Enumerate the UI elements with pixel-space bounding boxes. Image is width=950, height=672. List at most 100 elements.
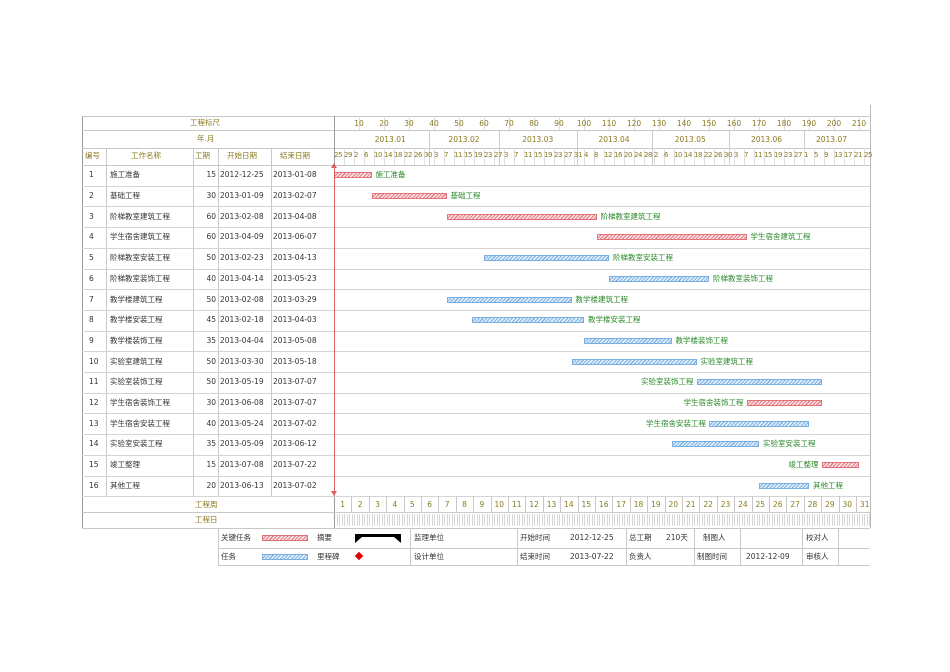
summary-right-cap-icon — [394, 537, 401, 543]
week-number: 13 — [546, 500, 557, 509]
legend-task-bar — [262, 554, 308, 560]
task-bar[interactable] — [371, 193, 447, 200]
grid-vline — [525, 496, 527, 512]
task-start: 2013-07-08 — [220, 460, 264, 470]
task-bar[interactable] — [334, 172, 372, 179]
day-tick — [399, 514, 400, 526]
day-tick — [729, 514, 730, 526]
week-number: 28 — [807, 500, 818, 509]
grid-vline — [804, 130, 805, 165]
day-tick — [744, 514, 745, 526]
day-tick — [689, 514, 690, 526]
scale-number: 90 — [554, 119, 564, 128]
day-tick — [524, 514, 525, 526]
day-label: 7 — [444, 151, 448, 159]
week-number: 27 — [790, 500, 800, 509]
grid-hline — [82, 476, 870, 477]
grid-vline — [434, 148, 435, 165]
grid-vline — [664, 148, 665, 165]
day-tick — [404, 514, 405, 526]
day-label: 11 — [524, 151, 532, 159]
day-tick — [836, 514, 838, 526]
day-label: 14 — [384, 151, 392, 159]
task-start: 2013-06-08 — [220, 398, 264, 408]
grid-hline — [218, 565, 870, 566]
grid-vline — [474, 148, 475, 165]
grid-vline — [414, 148, 415, 165]
grid-vline — [844, 148, 845, 165]
day-label: 2 — [354, 151, 358, 159]
grid-vline — [814, 148, 815, 165]
day-tick — [719, 514, 720, 526]
day-label: 12 — [604, 151, 612, 159]
day-tick — [471, 514, 473, 526]
task-bar[interactable] — [571, 358, 697, 365]
day-tick — [409, 514, 410, 526]
task-bar[interactable] — [746, 400, 822, 407]
day-tick — [809, 514, 810, 526]
day-tick — [854, 514, 855, 526]
grid-vline — [838, 496, 840, 512]
task-end: 2013-04-03 — [273, 315, 317, 325]
task-bar[interactable] — [584, 337, 672, 344]
day-label: 8 — [594, 151, 598, 159]
task-bar[interactable] — [696, 379, 822, 386]
col-no-header: 编号 — [85, 151, 100, 160]
task-bar[interactable] — [446, 213, 597, 220]
week-number: 29 — [825, 500, 835, 509]
grid-vline — [429, 130, 430, 165]
grid-vline — [684, 148, 685, 165]
day-label: 23 — [484, 151, 492, 159]
task-start: 2013-05-19 — [220, 377, 264, 387]
task-bar[interactable] — [484, 255, 609, 262]
task-bar[interactable] — [709, 420, 809, 427]
day-tick — [681, 514, 683, 526]
day-label: 11 — [754, 151, 762, 159]
day-tick — [374, 514, 375, 526]
day-tick — [799, 514, 800, 526]
day-tick — [776, 514, 778, 526]
task-bar[interactable] — [471, 317, 584, 324]
task-end: 2013-02-07 — [273, 191, 317, 201]
day-tick — [559, 514, 560, 526]
day-tick — [484, 514, 485, 526]
task-bar[interactable] — [446, 296, 572, 303]
day-tick — [451, 514, 453, 526]
task-bar[interactable] — [671, 441, 759, 448]
task-duration: 60 — [206, 232, 216, 242]
task-end: 2013-07-02 — [273, 480, 317, 490]
task-bar[interactable] — [596, 234, 747, 241]
day-tick — [831, 514, 833, 526]
day-tick — [701, 514, 703, 526]
grid-hline — [82, 148, 870, 149]
day-tick — [634, 514, 635, 526]
grid-vline — [744, 148, 745, 165]
grid-vline — [809, 116, 810, 130]
task-bar[interactable] — [821, 462, 859, 469]
task-bar-label: 施工准备 — [375, 170, 406, 180]
day-tick — [499, 514, 500, 526]
day-tick — [359, 514, 360, 526]
scale-number: 70 — [504, 119, 514, 128]
day-tick — [631, 514, 633, 526]
task-no: 4 — [89, 232, 94, 242]
grid-hline — [82, 206, 870, 207]
day-label: 25 — [864, 151, 872, 159]
week-number: 17 — [616, 500, 626, 509]
day-label: 5 — [814, 151, 818, 159]
grid-vline — [751, 496, 753, 512]
grid-hline — [218, 548, 870, 549]
day-tick — [761, 514, 763, 526]
task-bar-label: 学生宿舍安装工程 — [646, 418, 706, 428]
task-bar[interactable] — [759, 482, 809, 489]
grid-vline — [859, 116, 860, 130]
task-bar-label: 竣工整理 — [788, 460, 819, 470]
grid-vline — [534, 116, 535, 130]
day-tick — [746, 514, 748, 526]
task-bar[interactable] — [609, 275, 709, 282]
day-tick — [506, 514, 508, 526]
grid-vline — [764, 148, 765, 165]
grid-vline — [464, 148, 465, 165]
week-number: 18 — [633, 500, 644, 509]
grid-vline — [271, 148, 272, 496]
